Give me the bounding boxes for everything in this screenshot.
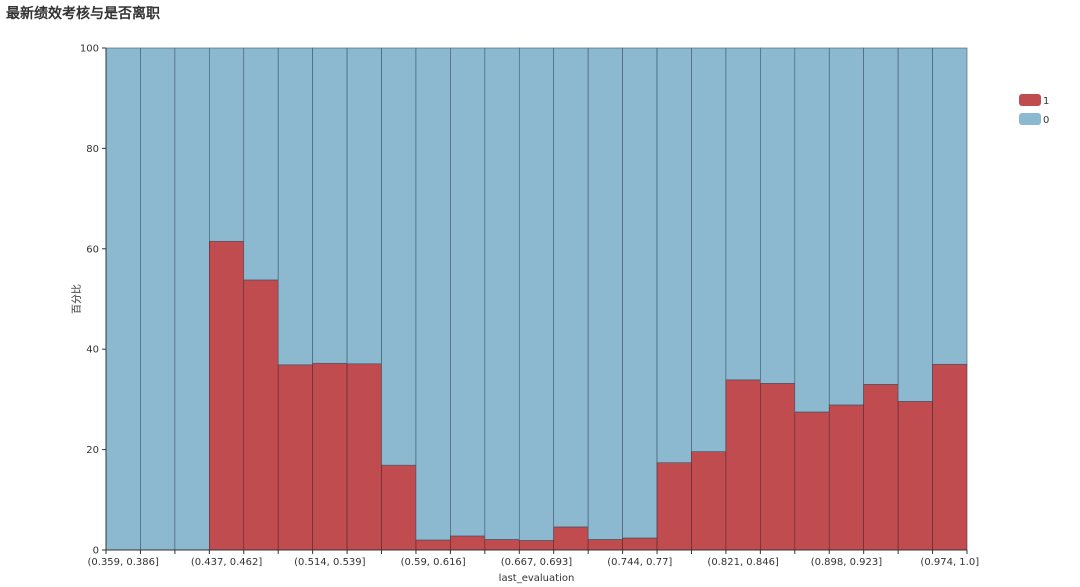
x-tick-label-3: (0.437, 0.462] (191, 557, 263, 568)
bar-segment-0-17 (691, 47, 727, 452)
bar-segment-0-4 (243, 47, 279, 281)
bar-segment-0-13 (553, 47, 589, 528)
bar-segment-0-6 (312, 47, 348, 364)
bar-segment-1-10 (450, 535, 486, 551)
legend-label-1[interactable]: 1 (1043, 96, 1049, 107)
bar-segment-1-18 (725, 379, 761, 551)
bar-segment-1-7 (346, 363, 382, 551)
bar-segment-1-6 (312, 362, 348, 551)
bar-segment-1-11 (484, 539, 520, 551)
bar-segment-1-23 (897, 401, 933, 551)
bar-segment-1-8 (381, 464, 417, 551)
x-tick-label-24: (0.974, 1.0] (920, 557, 979, 568)
bar-segment-0-7 (346, 47, 382, 365)
bar-segment-0-2 (174, 47, 210, 551)
x-tick-label-21: (0.898, 0.923] (811, 557, 883, 568)
x-axis-title: last_evaluation (499, 573, 575, 584)
bar-segment-1-17 (691, 451, 727, 551)
bar-segment-0-3 (209, 47, 245, 242)
bar-segment-0-9 (415, 47, 451, 541)
bar-segment-0-24 (932, 47, 968, 365)
bar-segment-1-4 (243, 279, 279, 551)
bar-segment-1-3 (209, 240, 245, 551)
bar-segment-1-9 (415, 539, 451, 551)
x-tick-label-15: (0.744, 0.77] (607, 557, 672, 568)
bar-segment-1-16 (656, 462, 692, 551)
y-tick-label-20: 20 (86, 445, 99, 456)
y-tick-label-40: 40 (86, 345, 99, 356)
bar-segment-0-11 (484, 47, 520, 540)
bar-segment-0-0 (105, 47, 141, 551)
bar-segment-0-15 (622, 47, 658, 539)
bar-segment-0-19 (760, 47, 796, 384)
x-tick-label-9: (0.59, 0.616] (401, 557, 466, 568)
bar-segment-0-22 (863, 47, 899, 385)
bar-segment-1-14 (587, 539, 623, 551)
bar-segment-0-1 (140, 47, 176, 551)
bar-segment-0-12 (518, 47, 555, 541)
x-tick-label-6: (0.514, 0.539] (294, 557, 366, 568)
bar-segment-1-20 (794, 411, 830, 551)
bar-segment-1-13 (553, 526, 589, 551)
x-tick-label-0: (0.359, 0.386] (88, 557, 160, 568)
bars-layer (105, 47, 968, 551)
bar-segment-0-16 (656, 47, 692, 463)
chart-title: 最新绩效考核与是否离职 (6, 6, 160, 22)
bar-segment-0-10 (450, 47, 486, 537)
legend[interactable]: 10 (1019, 94, 1049, 126)
bar-segment-1-22 (863, 384, 899, 551)
bar-segment-0-21 (828, 47, 864, 406)
bar-segment-0-18 (725, 47, 761, 381)
y-tick-label-60: 60 (86, 244, 99, 255)
y-tick-label-80: 80 (86, 144, 99, 155)
bar-segment-1-21 (828, 404, 864, 551)
x-tick-label-18: (0.821, 0.846] (707, 557, 779, 568)
legend-swatch-1[interactable] (1019, 94, 1041, 106)
bar-segment-0-8 (381, 47, 417, 466)
legend-swatch-0[interactable] (1019, 113, 1041, 125)
bar-segment-1-15 (622, 537, 658, 551)
bar-segment-1-5 (277, 364, 313, 551)
bar-segment-1-24 (932, 363, 968, 551)
bar-segment-1-19 (760, 383, 796, 551)
bar-segment-0-20 (794, 47, 830, 413)
legend-label-0[interactable]: 0 (1043, 115, 1049, 126)
bar-segment-0-5 (277, 47, 313, 366)
bar-segment-1-12 (518, 540, 555, 551)
axes-layer: 0 20 40 60 80 100 (0.359, 0.386] (0.437, 0.462]… (80, 44, 979, 569)
y-tick-label-100: 100 (80, 44, 99, 55)
y-axis-title: 百分比 (71, 284, 83, 314)
y-tick-label-0: 0 (93, 546, 99, 557)
bar-segment-0-14 (587, 47, 623, 540)
x-tick-label-12: (0.667, 0.693] (501, 557, 573, 568)
bar-segment-0-23 (897, 47, 933, 402)
